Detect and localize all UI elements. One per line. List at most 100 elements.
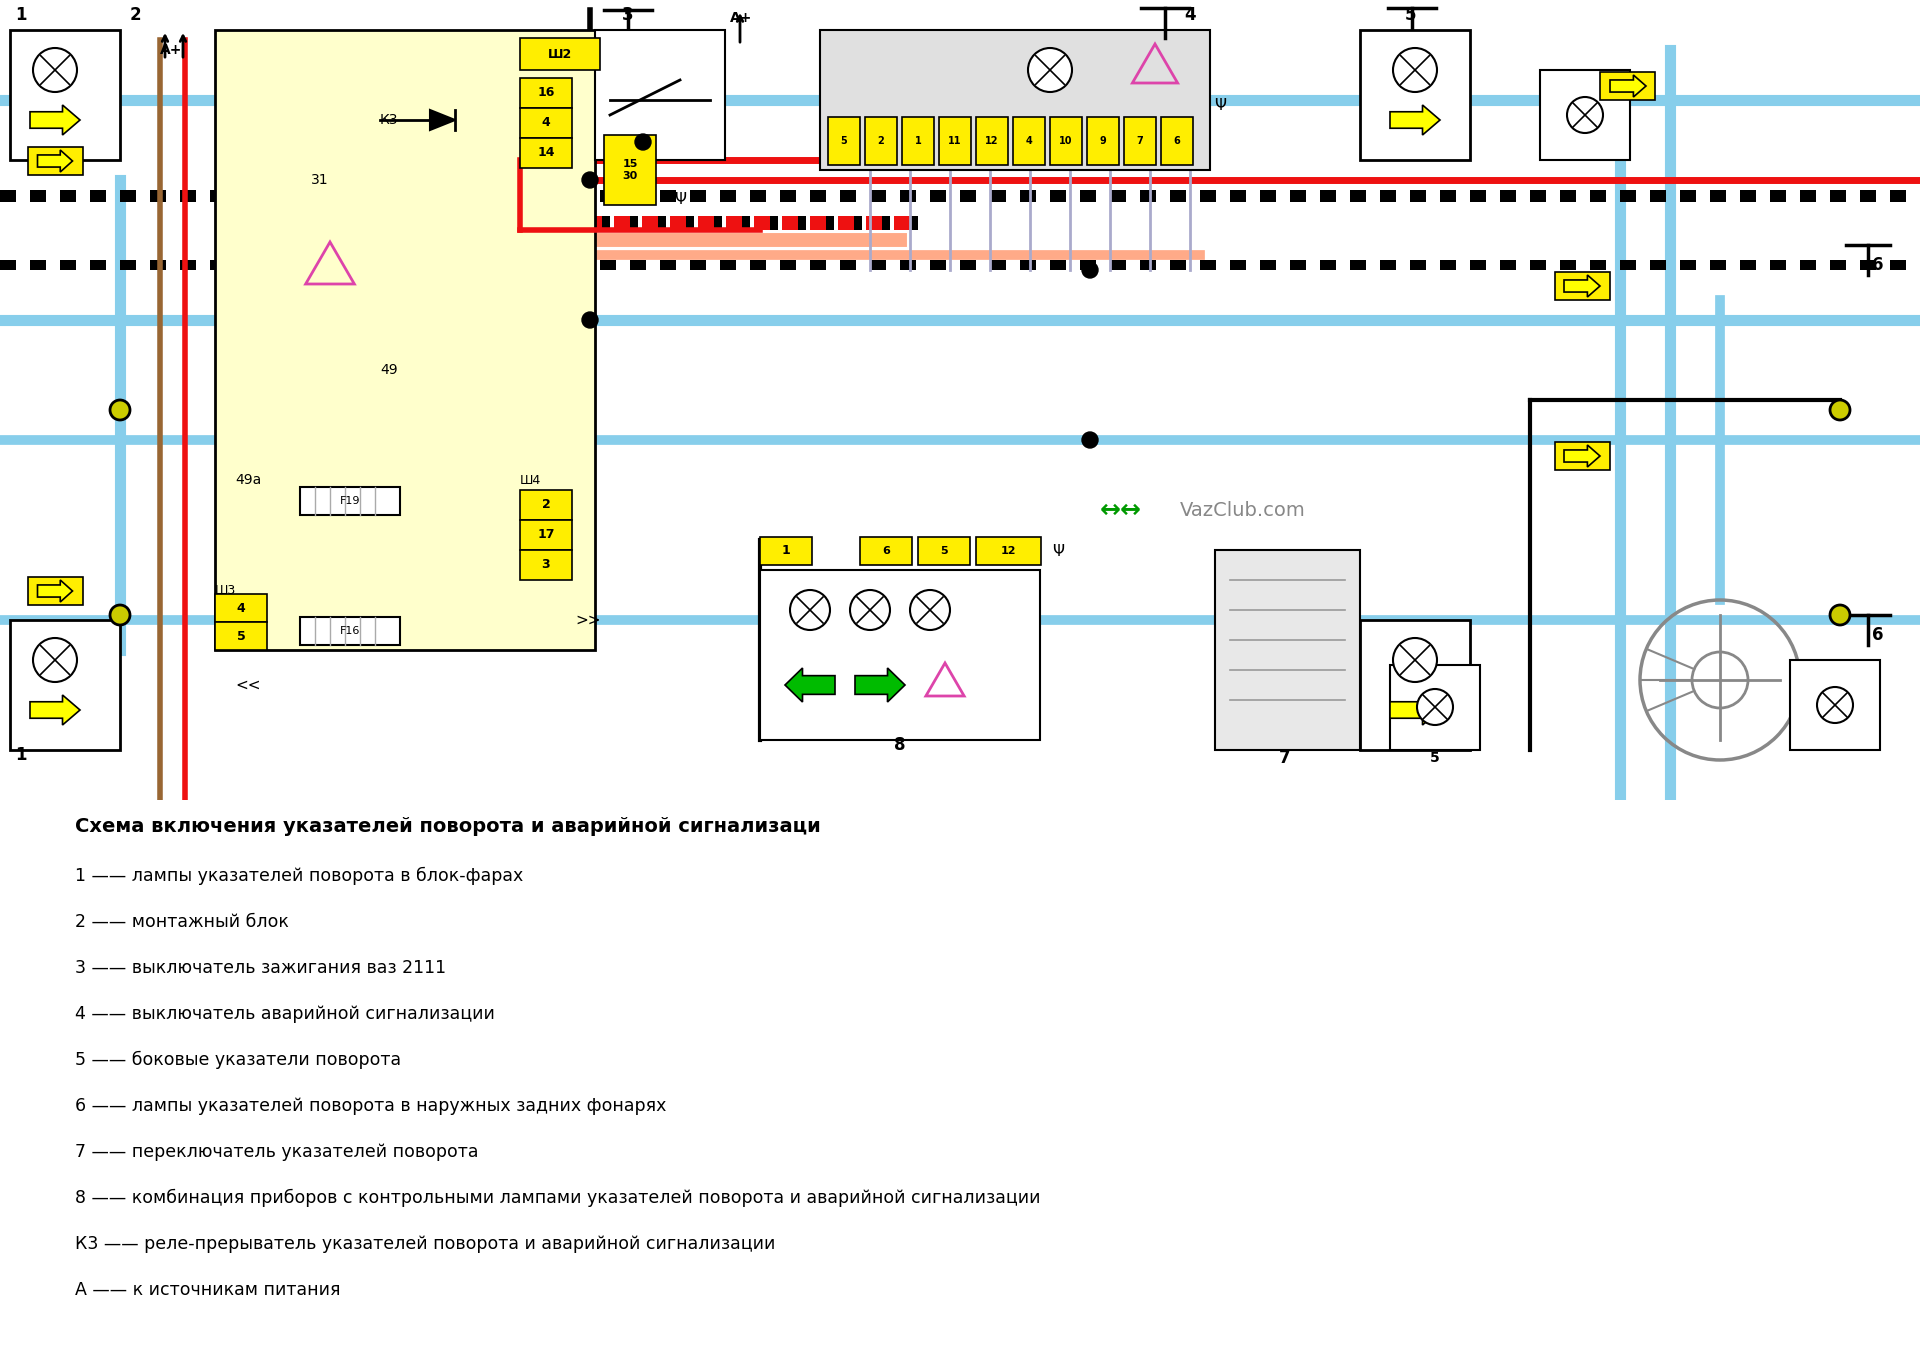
Bar xyxy=(1409,261,1427,270)
Bar xyxy=(90,261,106,270)
Bar xyxy=(810,190,826,202)
Bar xyxy=(828,117,860,166)
Text: Ψ: Ψ xyxy=(674,193,685,208)
Bar xyxy=(1801,190,1816,202)
Bar xyxy=(1200,190,1215,202)
Text: 12: 12 xyxy=(1000,546,1016,556)
Bar xyxy=(1290,261,1306,270)
Text: А —— к источникам питания: А —— к источникам питания xyxy=(75,1281,340,1299)
Text: 4 —— выключатель аварийной сигнализации: 4 —— выключатель аварийной сигнализации xyxy=(75,1006,495,1023)
Text: 7 —— переключатель указателей поворота: 7 —— переключатель указателей поворота xyxy=(75,1143,478,1162)
Text: 11: 11 xyxy=(948,136,962,147)
Bar xyxy=(1620,261,1636,270)
Bar xyxy=(463,216,470,229)
Bar xyxy=(1380,190,1396,202)
Text: 49: 49 xyxy=(380,364,397,377)
Circle shape xyxy=(1830,400,1851,421)
Bar xyxy=(929,261,947,270)
Text: 3: 3 xyxy=(622,5,634,24)
Bar xyxy=(1559,261,1576,270)
Bar xyxy=(1215,550,1359,750)
Text: 6: 6 xyxy=(881,546,891,556)
Text: 17: 17 xyxy=(538,528,555,541)
Text: 2 —— монтажный блок: 2 —— монтажный блок xyxy=(75,913,288,931)
Bar xyxy=(741,216,751,229)
Bar xyxy=(991,261,1006,270)
Bar xyxy=(330,261,346,270)
Bar xyxy=(511,190,526,202)
Text: 6: 6 xyxy=(1173,136,1181,147)
Bar xyxy=(1020,190,1037,202)
Bar xyxy=(518,216,526,229)
Circle shape xyxy=(582,312,597,328)
Bar xyxy=(1321,190,1336,202)
Bar xyxy=(1350,190,1365,202)
Bar xyxy=(1500,261,1517,270)
Bar xyxy=(900,261,916,270)
Bar xyxy=(659,216,666,229)
Bar xyxy=(1860,261,1876,270)
Circle shape xyxy=(1567,96,1603,133)
Polygon shape xyxy=(38,579,73,603)
Text: 10: 10 xyxy=(1060,136,1073,147)
Bar xyxy=(1050,261,1066,270)
Text: F19: F19 xyxy=(340,497,361,506)
Bar xyxy=(1889,261,1907,270)
Bar xyxy=(960,190,975,202)
Bar xyxy=(474,216,490,229)
Circle shape xyxy=(1830,605,1851,626)
Text: Ψ: Ψ xyxy=(1213,98,1227,113)
Text: 1 —— лампы указателей поворота в блок-фарах: 1 —— лампы указателей поворота в блок-фа… xyxy=(75,867,524,885)
Bar xyxy=(599,190,616,202)
Bar xyxy=(1770,261,1786,270)
Bar xyxy=(1390,665,1480,750)
Bar xyxy=(119,261,136,270)
Circle shape xyxy=(636,134,651,151)
Circle shape xyxy=(1394,47,1436,92)
Text: 4: 4 xyxy=(1185,5,1196,24)
Bar xyxy=(614,216,630,229)
Bar xyxy=(860,537,912,565)
Bar xyxy=(419,216,434,229)
Text: К3 —— реле-прерыватель указателей поворота и аварийной сигнализации: К3 —— реле-прерыватель указателей поворо… xyxy=(75,1235,776,1253)
Bar xyxy=(1889,190,1907,202)
Bar xyxy=(1540,71,1630,160)
Bar xyxy=(530,216,545,229)
Text: 6: 6 xyxy=(1872,626,1884,645)
Circle shape xyxy=(33,638,77,683)
Bar xyxy=(1740,190,1757,202)
Bar xyxy=(1649,261,1667,270)
Bar xyxy=(1620,190,1636,202)
Text: 1: 1 xyxy=(15,5,27,24)
Bar xyxy=(1440,190,1455,202)
Bar xyxy=(490,216,497,229)
Bar xyxy=(1380,261,1396,270)
Bar xyxy=(520,138,572,168)
Circle shape xyxy=(582,172,597,189)
Text: 7: 7 xyxy=(1279,749,1290,767)
Bar xyxy=(520,550,572,579)
Bar xyxy=(929,190,947,202)
Text: 4: 4 xyxy=(236,601,246,615)
Circle shape xyxy=(789,590,829,630)
Bar xyxy=(150,261,165,270)
Bar xyxy=(603,216,611,229)
Bar xyxy=(1079,190,1096,202)
Text: 4: 4 xyxy=(541,117,551,129)
Bar xyxy=(781,216,799,229)
Bar xyxy=(1500,190,1517,202)
Bar xyxy=(841,261,856,270)
Bar xyxy=(0,190,15,202)
Bar xyxy=(1169,261,1187,270)
Bar xyxy=(29,577,83,605)
Bar xyxy=(1471,190,1486,202)
Bar xyxy=(1440,261,1455,270)
Bar xyxy=(540,261,557,270)
Bar xyxy=(881,216,891,229)
Text: 2: 2 xyxy=(131,5,142,24)
Bar xyxy=(1409,190,1427,202)
Bar xyxy=(540,190,557,202)
Bar xyxy=(1231,190,1246,202)
Bar xyxy=(1770,190,1786,202)
Text: 3 —— выключатель зажигания ваз 2111: 3 —— выключатель зажигания ваз 2111 xyxy=(75,959,445,977)
